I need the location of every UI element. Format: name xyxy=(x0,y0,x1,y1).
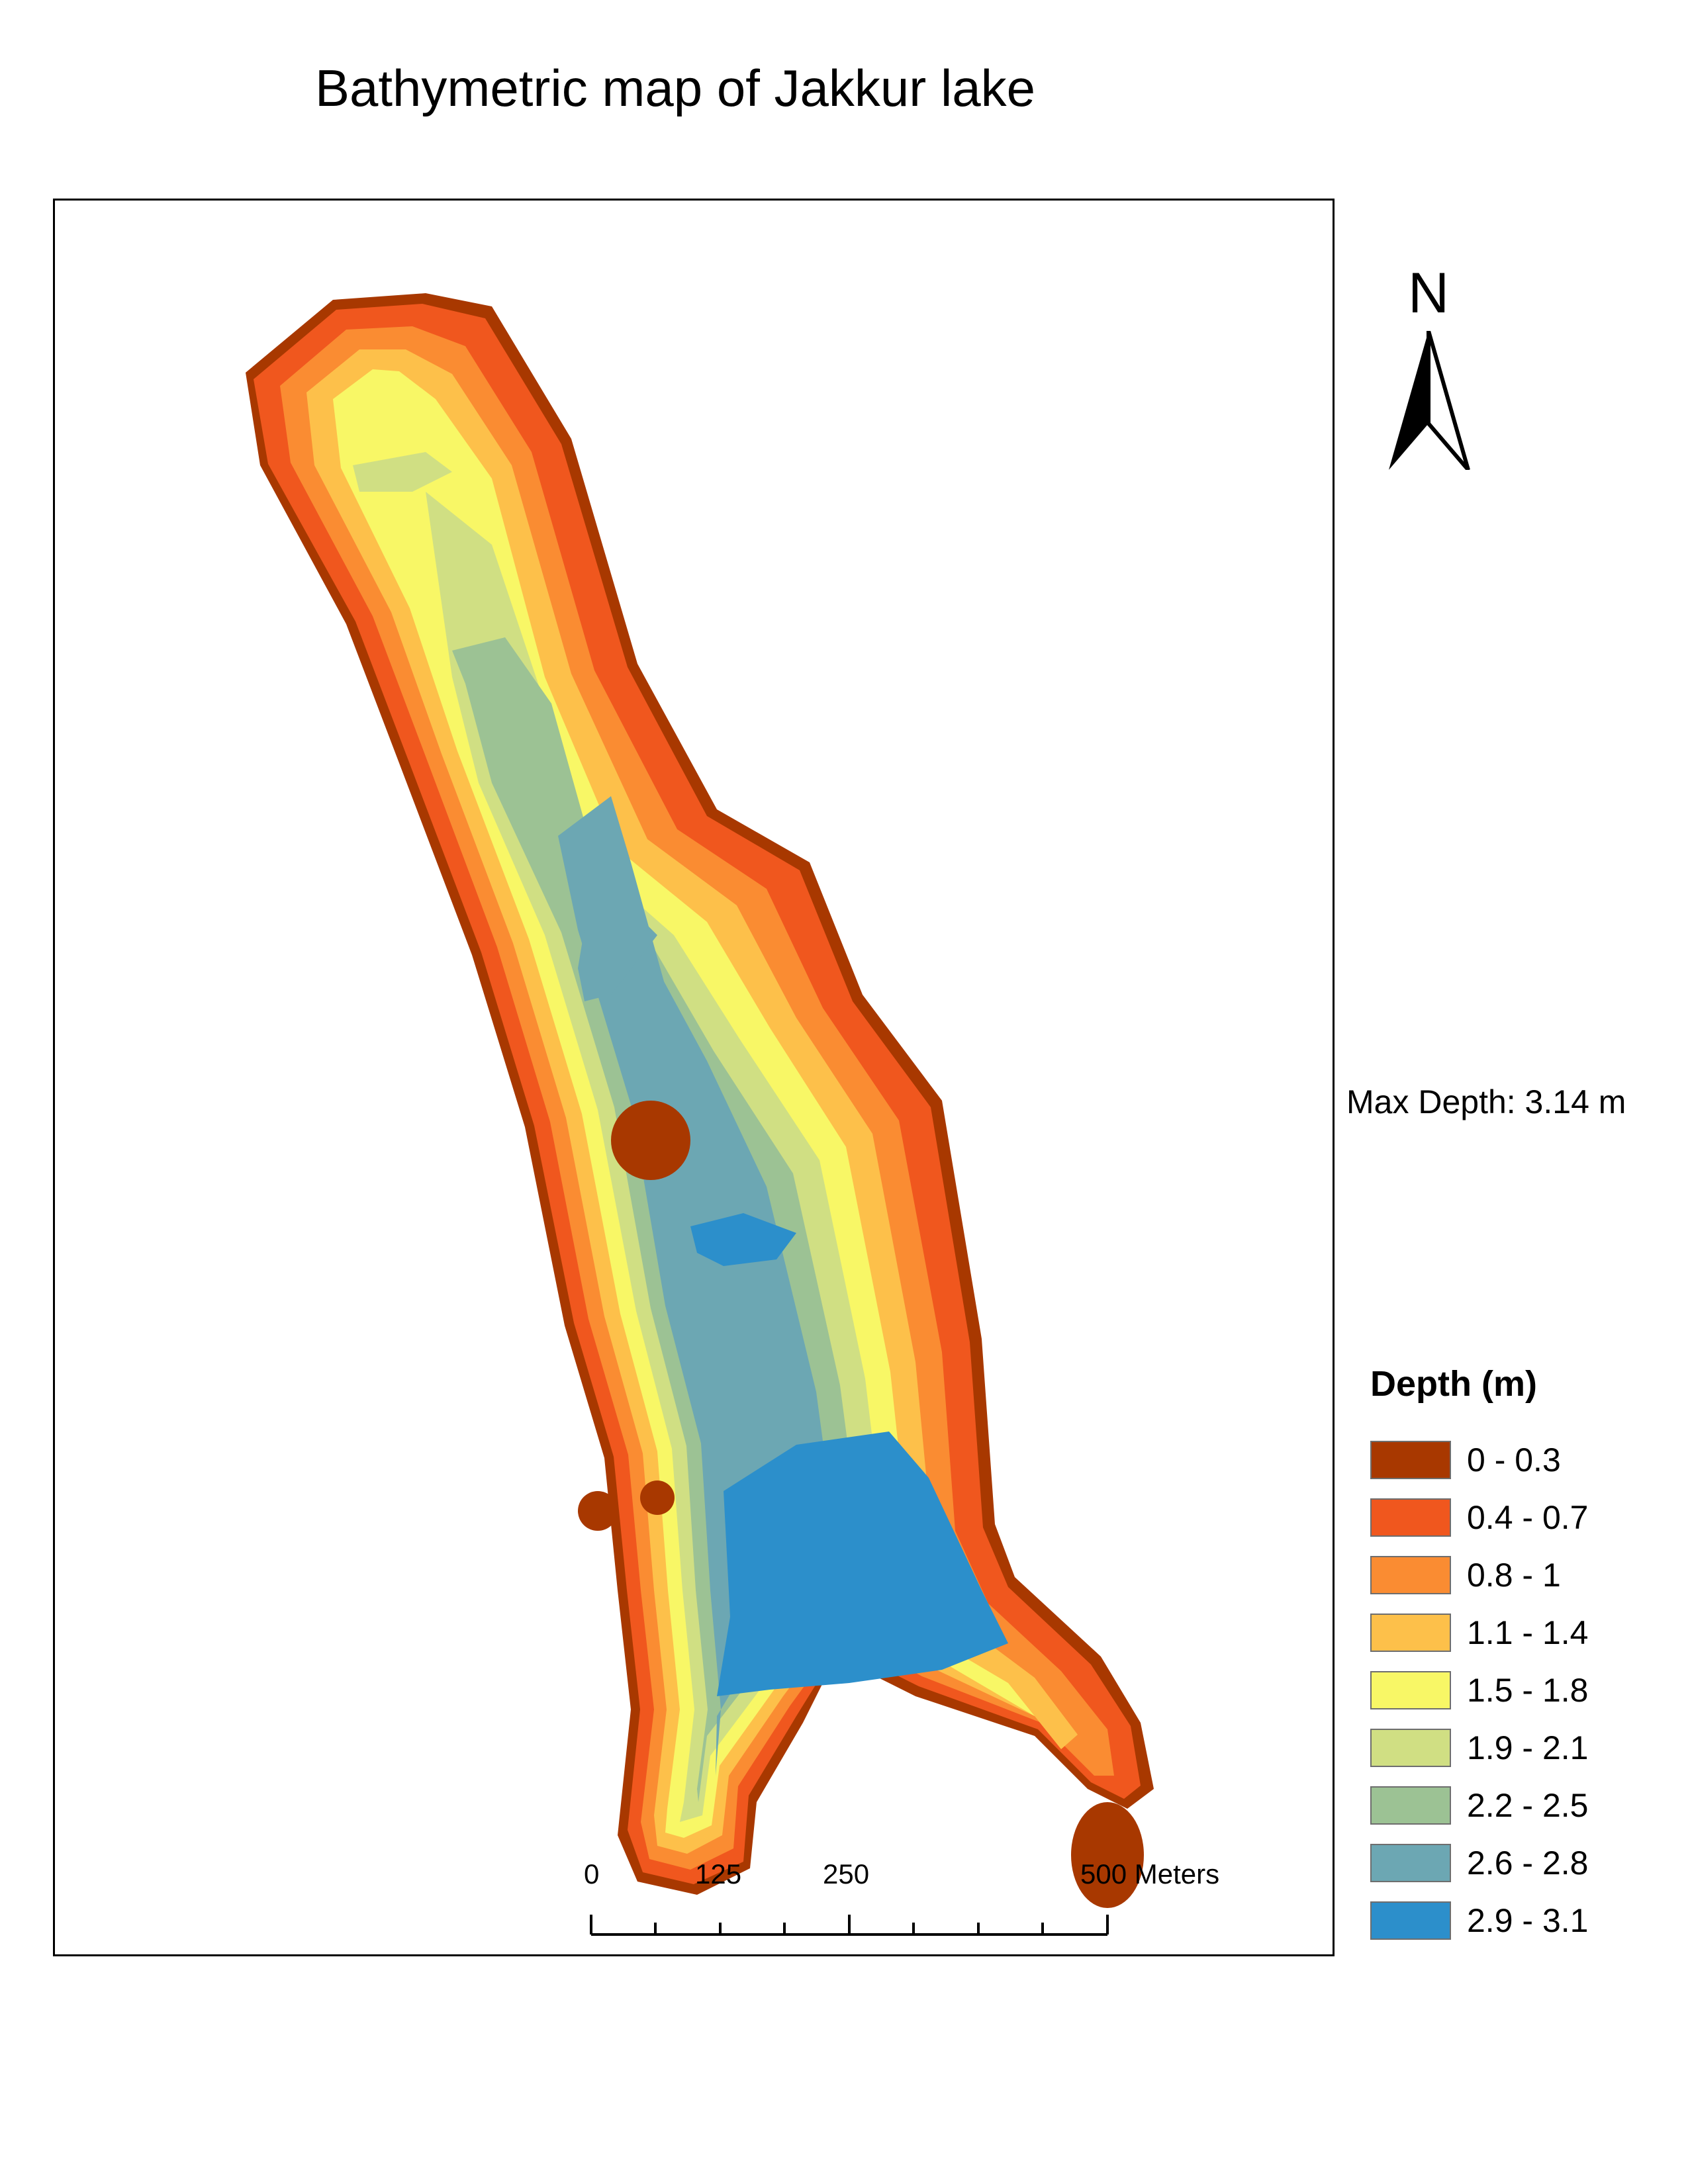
legend-label: 2.9 - 3.1 xyxy=(1467,1901,1589,1939)
map-frame xyxy=(53,199,1335,1956)
scale-label-250: 250 xyxy=(823,1858,870,1889)
legend-item: 1.9 - 2.1 xyxy=(1370,1719,1675,1776)
legend-title: Depth (m) xyxy=(1370,1364,1537,1404)
legend-label: 1.5 - 1.8 xyxy=(1467,1671,1589,1709)
legend: Depth (m) 0 - 0.3 0.4 - 0.7 0.8 - 1 1.1 … xyxy=(1370,1363,1675,1949)
legend-label: 1.9 - 2.1 xyxy=(1467,1729,1589,1766)
scale-label-0: 0 xyxy=(584,1858,600,1889)
legend-label: 0.8 - 1 xyxy=(1467,1556,1561,1594)
legend-item: 0 - 0.3 xyxy=(1370,1431,1675,1488)
depth-zone-2.9-3.1-south xyxy=(717,1432,1008,1696)
map-title: Bathymetric map of Jakkur lake xyxy=(314,59,1036,117)
legend-item: 1.1 - 1.4 xyxy=(1370,1604,1675,1661)
legend-swatch xyxy=(1370,1786,1451,1825)
legend-swatch xyxy=(1370,1670,1451,1709)
legend-swatch xyxy=(1370,1498,1451,1537)
legend-item: 2.6 - 2.8 xyxy=(1370,1834,1675,1891)
legend-swatch xyxy=(1370,1843,1451,1882)
scale-label-125: 125 xyxy=(695,1858,742,1889)
legend-item: 0.8 - 1 xyxy=(1370,1546,1675,1604)
legend-swatch xyxy=(1370,1901,1451,1940)
north-label: N xyxy=(1407,261,1450,325)
legend-swatch xyxy=(1370,1555,1451,1594)
island-south-left xyxy=(578,1491,618,1531)
max-depth-note: Max Depth: 3.14 m xyxy=(1346,1083,1626,1120)
legend-swatch xyxy=(1370,1440,1451,1479)
north-arrow-icon xyxy=(1389,331,1470,470)
legend-label: 0 - 0.3 xyxy=(1467,1441,1561,1479)
legend-swatch xyxy=(1370,1728,1451,1767)
island-east-tip xyxy=(1071,1802,1144,1908)
island-north xyxy=(611,1101,690,1180)
legend-item: 2.9 - 3.1 xyxy=(1370,1891,1675,1949)
depth-zone-2.9-3.1-middle xyxy=(690,1213,796,1266)
island-south-right xyxy=(640,1480,675,1515)
scale-label-500-meters: 500 Meters xyxy=(1080,1858,1220,1889)
north-arrow: N xyxy=(1376,265,1481,477)
legend-label: 2.2 - 2.5 xyxy=(1467,1786,1589,1824)
legend-label: 2.6 - 2.8 xyxy=(1467,1844,1589,1882)
legend-swatch xyxy=(1370,1613,1451,1652)
scale-bar xyxy=(590,1915,1109,1936)
depth-zone-1.9-2.1-north-pocket xyxy=(353,452,452,492)
lake-depth-map xyxy=(246,293,1154,1936)
legend-item: 1.5 - 1.8 xyxy=(1370,1661,1675,1719)
legend-label: 1.1 - 1.4 xyxy=(1467,1614,1589,1651)
legend-item: 0.4 - 0.7 xyxy=(1370,1488,1675,1546)
legend-item: 2.2 - 2.5 xyxy=(1370,1776,1675,1834)
legend-label: 0.4 - 0.7 xyxy=(1467,1498,1589,1536)
depth-zone-2.6-2.8-north xyxy=(578,915,657,1001)
